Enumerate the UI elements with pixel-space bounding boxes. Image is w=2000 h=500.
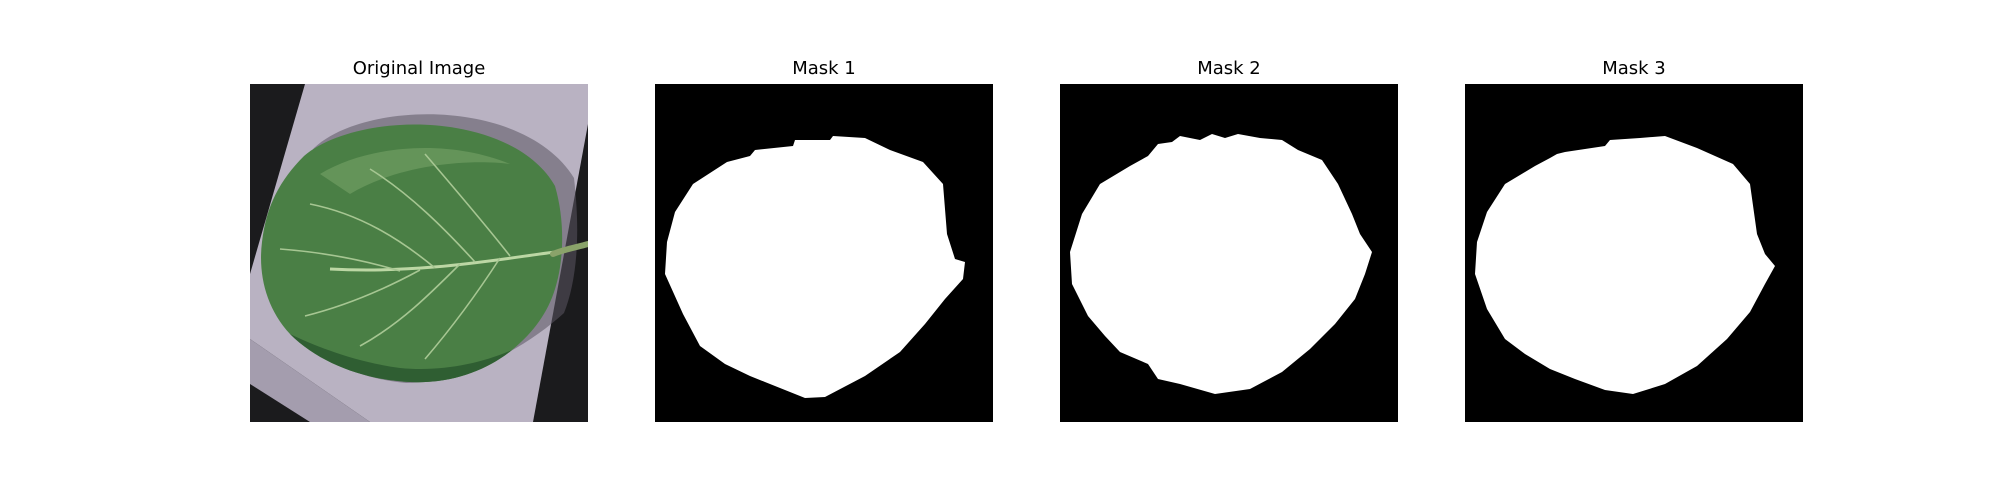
- mask-region: [665, 136, 965, 398]
- leaf-vein: [359, 263, 461, 347]
- leaf-vein: [279, 248, 401, 272]
- leaf-vein: [424, 257, 501, 360]
- leaf-midrib: [329, 250, 556, 272]
- original-leaf-image: [250, 84, 588, 422]
- panel-mask-2: Mask 2: [1060, 0, 1398, 500]
- mask-region: [1475, 136, 1775, 394]
- leaf-vein: [424, 153, 511, 257]
- panel-title: Mask 1: [792, 58, 856, 79]
- leaf-vein: [309, 203, 436, 269]
- leaf-vein: [304, 269, 421, 317]
- leaf-vein: [369, 168, 476, 263]
- mask-2-image: [1060, 84, 1398, 422]
- leaf-stem: [550, 241, 588, 257]
- panel-mask-3: Mask 3: [1465, 0, 1803, 500]
- mask-3-image: [1465, 84, 1803, 422]
- leaf-shading: [290, 334, 512, 383]
- panel-title: Mask 3: [1602, 58, 1666, 79]
- panel-title: Mask 2: [1197, 58, 1261, 79]
- leaf-blade: [261, 124, 563, 383]
- mask-1-image: [655, 84, 993, 422]
- panel-mask-1: Mask 1: [655, 0, 993, 500]
- paper-shade: [250, 339, 370, 422]
- panel-title: Original Image: [352, 58, 486, 79]
- panel-original-image: Original Image: [250, 0, 588, 500]
- mask-region: [1070, 134, 1372, 394]
- leaf-highlight: [320, 147, 510, 194]
